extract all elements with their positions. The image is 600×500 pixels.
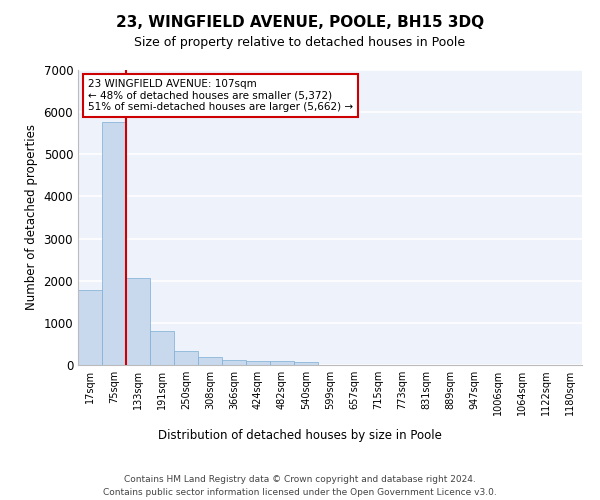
Bar [294, 362, 318, 365]
Bar [102, 122, 126, 365]
Bar [222, 360, 246, 365]
Text: Distribution of detached houses by size in Poole: Distribution of detached houses by size … [158, 428, 442, 442]
Text: 23, WINGFIELD AVENUE, POOLE, BH15 3DQ: 23, WINGFIELD AVENUE, POOLE, BH15 3DQ [116, 15, 484, 30]
Text: Contains public sector information licensed under the Open Government Licence v3: Contains public sector information licen… [103, 488, 497, 497]
Bar [246, 360, 270, 365]
Bar [78, 290, 102, 365]
Bar [126, 278, 150, 365]
Text: Contains HM Land Registry data © Crown copyright and database right 2024.: Contains HM Land Registry data © Crown c… [124, 476, 476, 484]
Bar [198, 357, 222, 365]
Bar [174, 350, 198, 365]
Bar [270, 361, 294, 365]
Bar [150, 332, 174, 365]
Y-axis label: Number of detached properties: Number of detached properties [25, 124, 38, 310]
Text: Size of property relative to detached houses in Poole: Size of property relative to detached ho… [134, 36, 466, 49]
Text: 23 WINGFIELD AVENUE: 107sqm
← 48% of detached houses are smaller (5,372)
51% of : 23 WINGFIELD AVENUE: 107sqm ← 48% of det… [88, 79, 353, 112]
